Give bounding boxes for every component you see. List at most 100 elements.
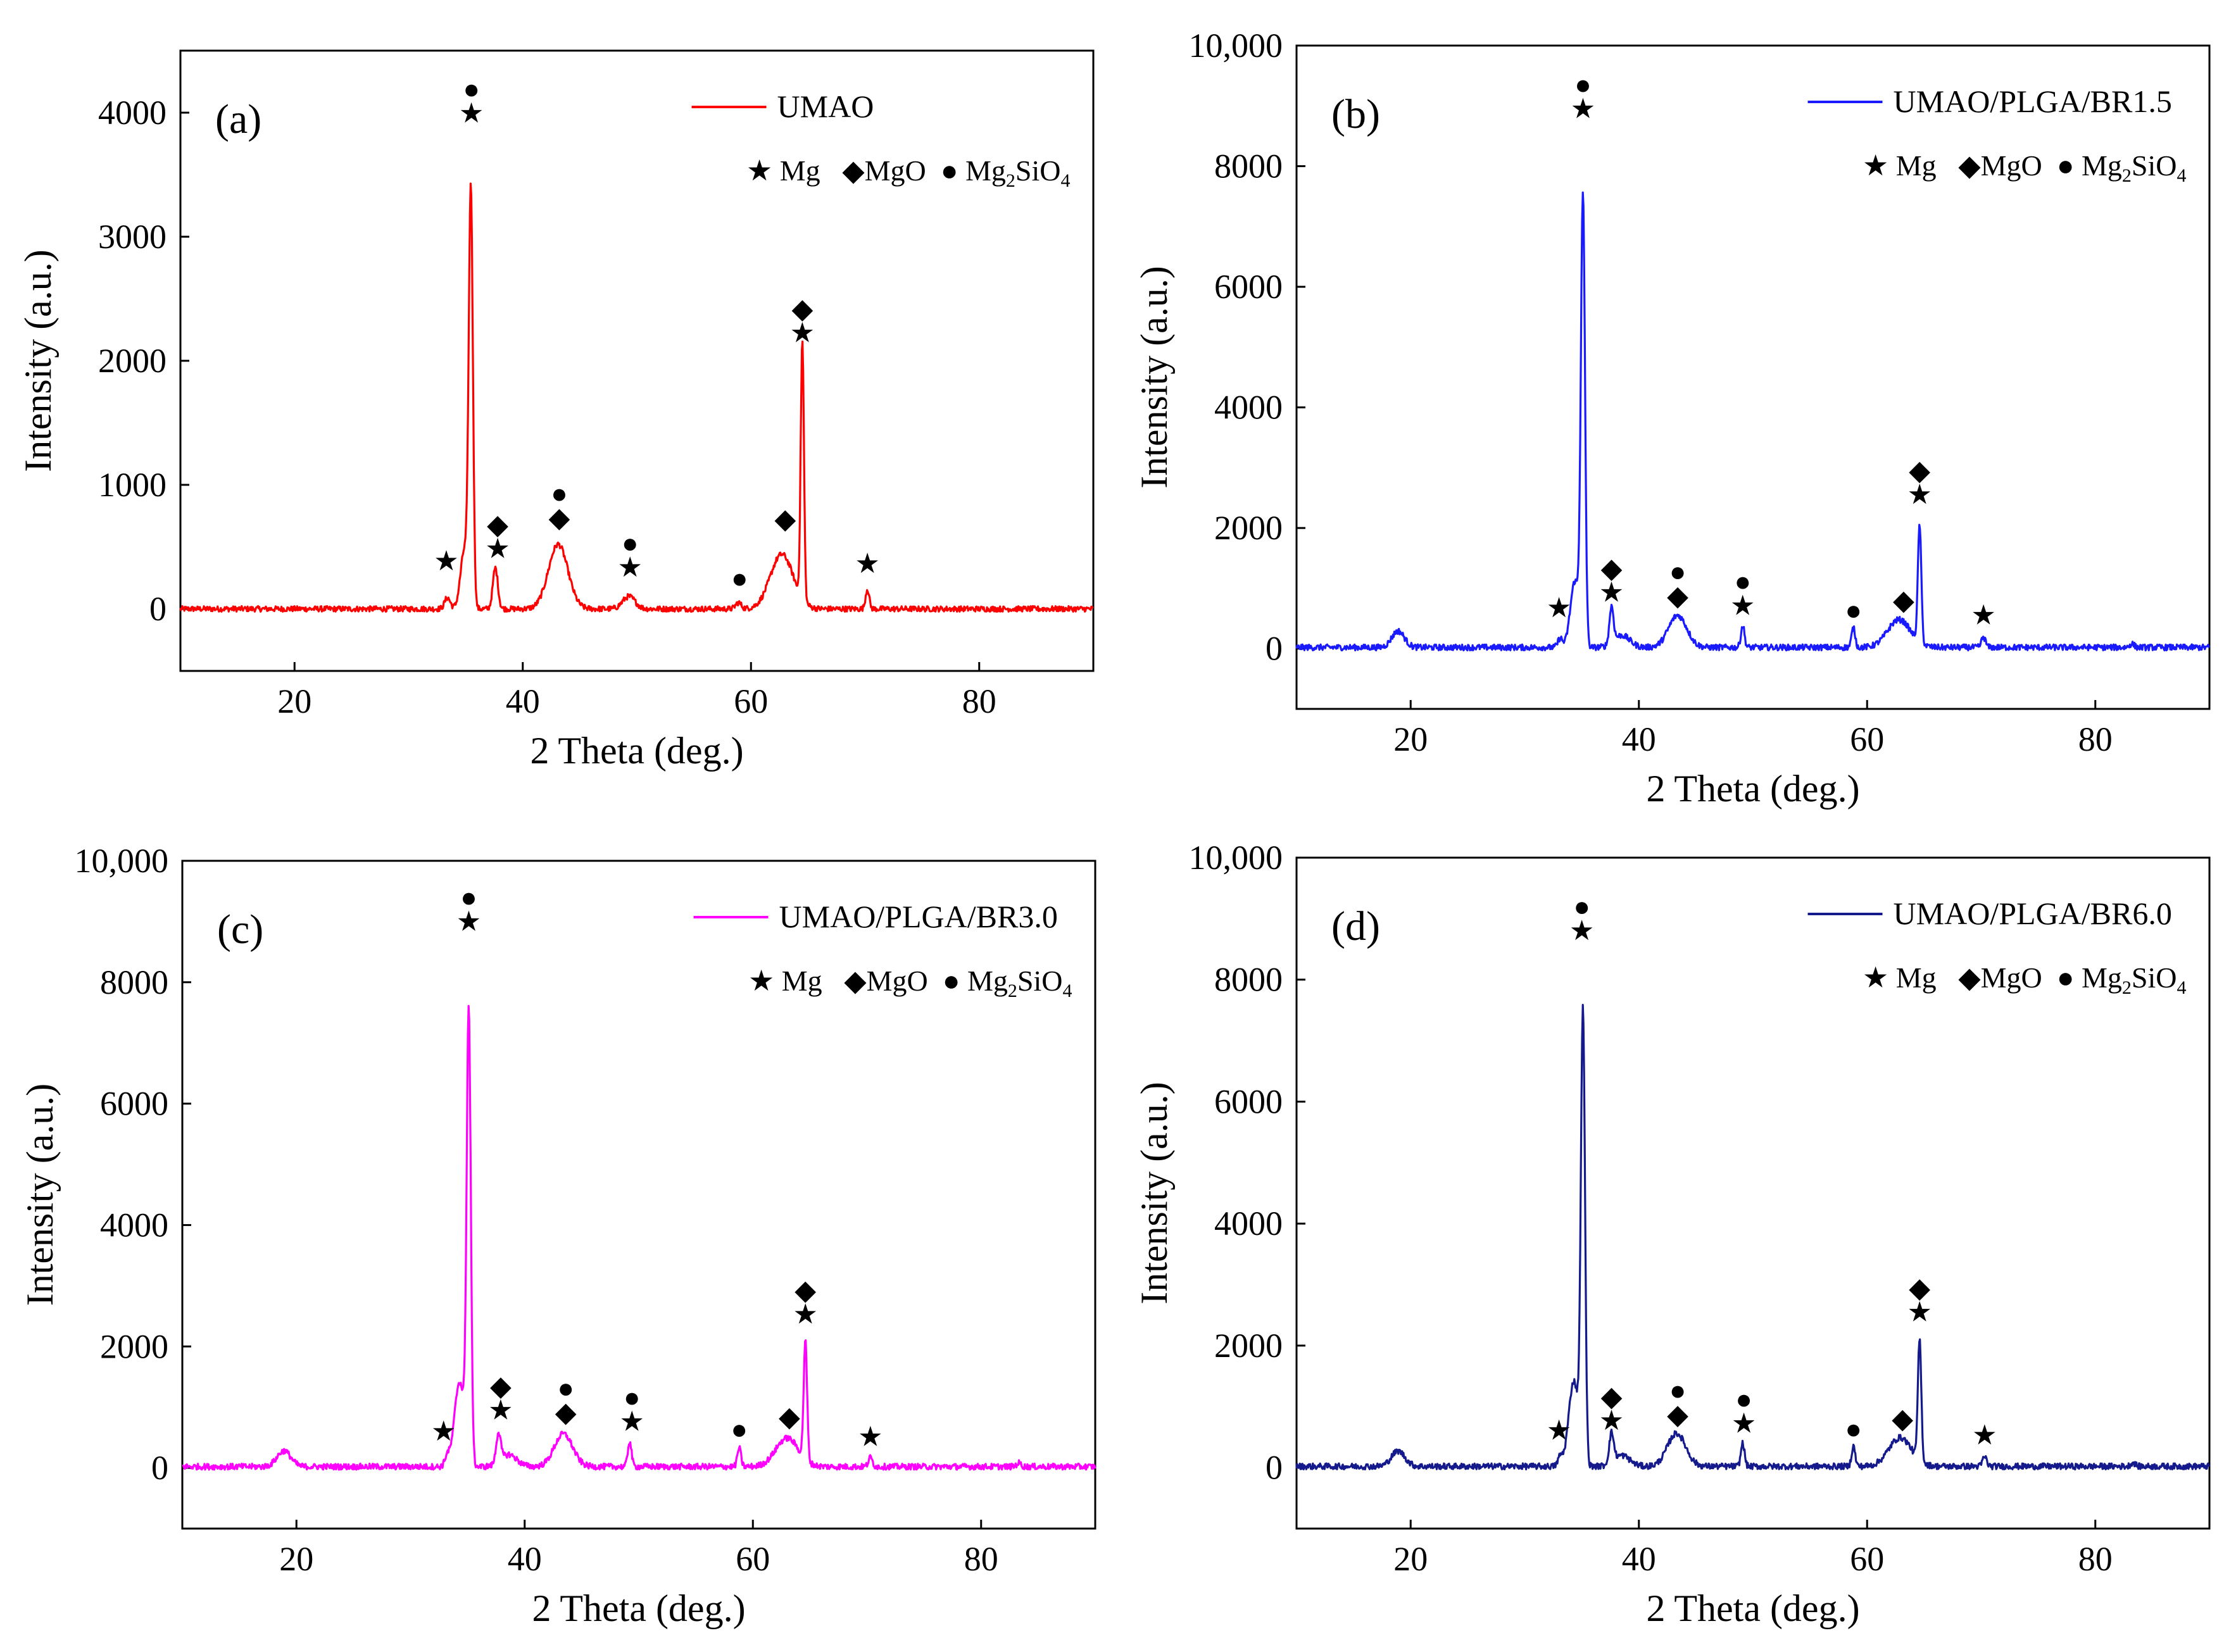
y-tick-label: 6000: [100, 1085, 168, 1123]
sio-subscript: 2: [2122, 977, 2132, 998]
mgo-symbol-icon: ◆: [1958, 149, 1981, 182]
y-tick-label: 3000: [98, 218, 166, 256]
peak-marker: ★◆: [1907, 455, 1932, 510]
mg-marker-icon: ★: [1599, 577, 1624, 608]
mg-marker-icon: ★: [485, 534, 510, 565]
mg-label: Mg: [1896, 149, 1937, 182]
y-tick-label: 0: [1266, 1449, 1283, 1487]
sio-label: SiO: [1017, 965, 1063, 997]
y-tick-label: 2000: [1214, 509, 1283, 547]
mgo-symbol-icon: ◆: [844, 965, 867, 997]
spacer: [774, 965, 782, 997]
spacer: [772, 154, 780, 187]
mg-marker-icon: ★: [858, 1422, 883, 1453]
peak-marker: ★: [431, 1416, 456, 1447]
y-tick-label: 10,000: [75, 842, 169, 880]
mg-marker-icon: ★: [1971, 600, 1995, 631]
peak-marker: ★: [434, 546, 458, 577]
x-axis-title: 2 Theta (deg.): [532, 1587, 745, 1629]
spacer: [2042, 149, 2057, 182]
x-tick-label: 40: [506, 682, 540, 720]
mg-marker-icon: ★: [1907, 479, 1932, 510]
y-tick-label: 0: [149, 590, 166, 628]
mg-marker-icon: ★: [459, 98, 484, 129]
sio-label: SiO: [2132, 149, 2177, 182]
panel-label: (a): [215, 96, 261, 142]
spacer: [1937, 961, 1959, 994]
sio-subscript: 4: [2177, 977, 2187, 998]
spacer: [1888, 961, 1896, 994]
spacer: [2075, 149, 2082, 182]
peak-marker: ◆: [1892, 1403, 1913, 1434]
mgo-marker-icon: ◆: [791, 294, 813, 325]
y-axis-title: Intensity (a.u.): [17, 249, 59, 472]
mgo-marker-icon: ◆: [1893, 585, 1914, 616]
mgo-marker-icon: ◆: [779, 1401, 800, 1432]
mgo-symbol-icon: ◆: [842, 154, 865, 187]
x-axis-title: 2 Theta (deg.): [1646, 768, 1859, 810]
peak-marker: ★●: [1571, 69, 1595, 124]
sio-symbol-icon: ●: [2057, 961, 2075, 994]
sio-label: Mg: [967, 965, 1008, 997]
legend-label: UMAO/PLGA/BR3.0: [779, 899, 1058, 934]
peak-marker: ●: [1845, 595, 1862, 626]
y-tick-label: 6000: [1214, 1082, 1283, 1120]
mgo-marker-icon: ◆: [487, 510, 508, 541]
mg-marker-icon: ★: [456, 906, 481, 937]
mgo-marker-icon: ◆: [1909, 1272, 1930, 1303]
sio-subscript: 2: [2122, 165, 2132, 186]
peak-marker: ★●: [456, 882, 481, 937]
mg-symbol-icon: ★: [1863, 149, 1888, 182]
x-tick-label: 40: [508, 1540, 542, 1578]
mgo-marker-icon: ◆: [1909, 455, 1930, 486]
y-tick-label: 0: [151, 1449, 168, 1487]
mg-symbol-icon: ★: [746, 154, 772, 187]
mgo-label: MgO: [1981, 149, 2042, 182]
mgo-marker-icon: ◆: [549, 503, 570, 534]
mg-marker-icon: ★: [617, 552, 642, 583]
spacer: [2075, 961, 2082, 994]
y-axis-title: Intensity (a.u.): [1133, 1082, 1175, 1305]
spacer: [926, 154, 941, 187]
y-tick-label: 6000: [1214, 268, 1283, 306]
peak-marker: ◆: [1893, 585, 1914, 616]
mgo-symbol-icon: ◆: [1958, 961, 1981, 994]
mg-symbol-icon: ★: [748, 965, 774, 997]
y-tick-label: 0: [1266, 630, 1283, 668]
sio-subscript: 4: [1061, 170, 1071, 191]
mgo-marker-icon: ◆: [795, 1275, 816, 1306]
x-tick-label: 80: [962, 682, 996, 720]
mg-marker-icon: ★: [1972, 1420, 1997, 1451]
peak-marker: ●: [731, 1414, 748, 1445]
peak-marker: ★◆: [488, 1370, 513, 1425]
mg-symbol-icon: ★: [1863, 961, 1888, 994]
x-tick-label: 80: [2078, 720, 2113, 758]
peak-marker: ★◆: [1599, 1381, 1624, 1436]
y-tick-label: 2000: [100, 1327, 168, 1365]
y-tick-label: 4000: [1214, 1205, 1283, 1242]
mg-marker-icon: ★: [434, 546, 458, 577]
sio-label: Mg: [965, 154, 1006, 187]
peak-marker: ★◆: [793, 1275, 817, 1330]
peak-marker: ◆: [779, 1401, 800, 1432]
y-tick-label: 8000: [1214, 961, 1283, 999]
x-tick-label: 60: [736, 1540, 770, 1578]
peak-marker: ★: [1547, 1415, 1571, 1446]
peak-marker: ★●: [1730, 566, 1755, 621]
sio-subscript: 2: [1006, 170, 1015, 191]
x-axis-title: 2 Theta (deg.): [1646, 1587, 1859, 1629]
peak-marker: ★●: [617, 528, 642, 583]
peak-marker: ●: [1845, 1413, 1862, 1444]
panel-label: (c): [217, 906, 263, 953]
sio-marker-icon: ●: [624, 1382, 641, 1413]
mg-marker-icon: ★: [1907, 1296, 1932, 1327]
peak-marker: ★: [855, 548, 879, 579]
mg-marker-icon: ★: [1547, 1415, 1571, 1446]
sio-marker-icon: ●: [557, 1373, 574, 1404]
mgo-marker-icon: ◆: [1601, 1381, 1623, 1412]
peak-marker: ★●: [1569, 891, 1594, 946]
mgo-marker-icon: ◆: [1667, 1399, 1688, 1430]
mgo-marker-icon: ◆: [1667, 580, 1688, 611]
x-tick-label: 20: [1393, 720, 1428, 758]
